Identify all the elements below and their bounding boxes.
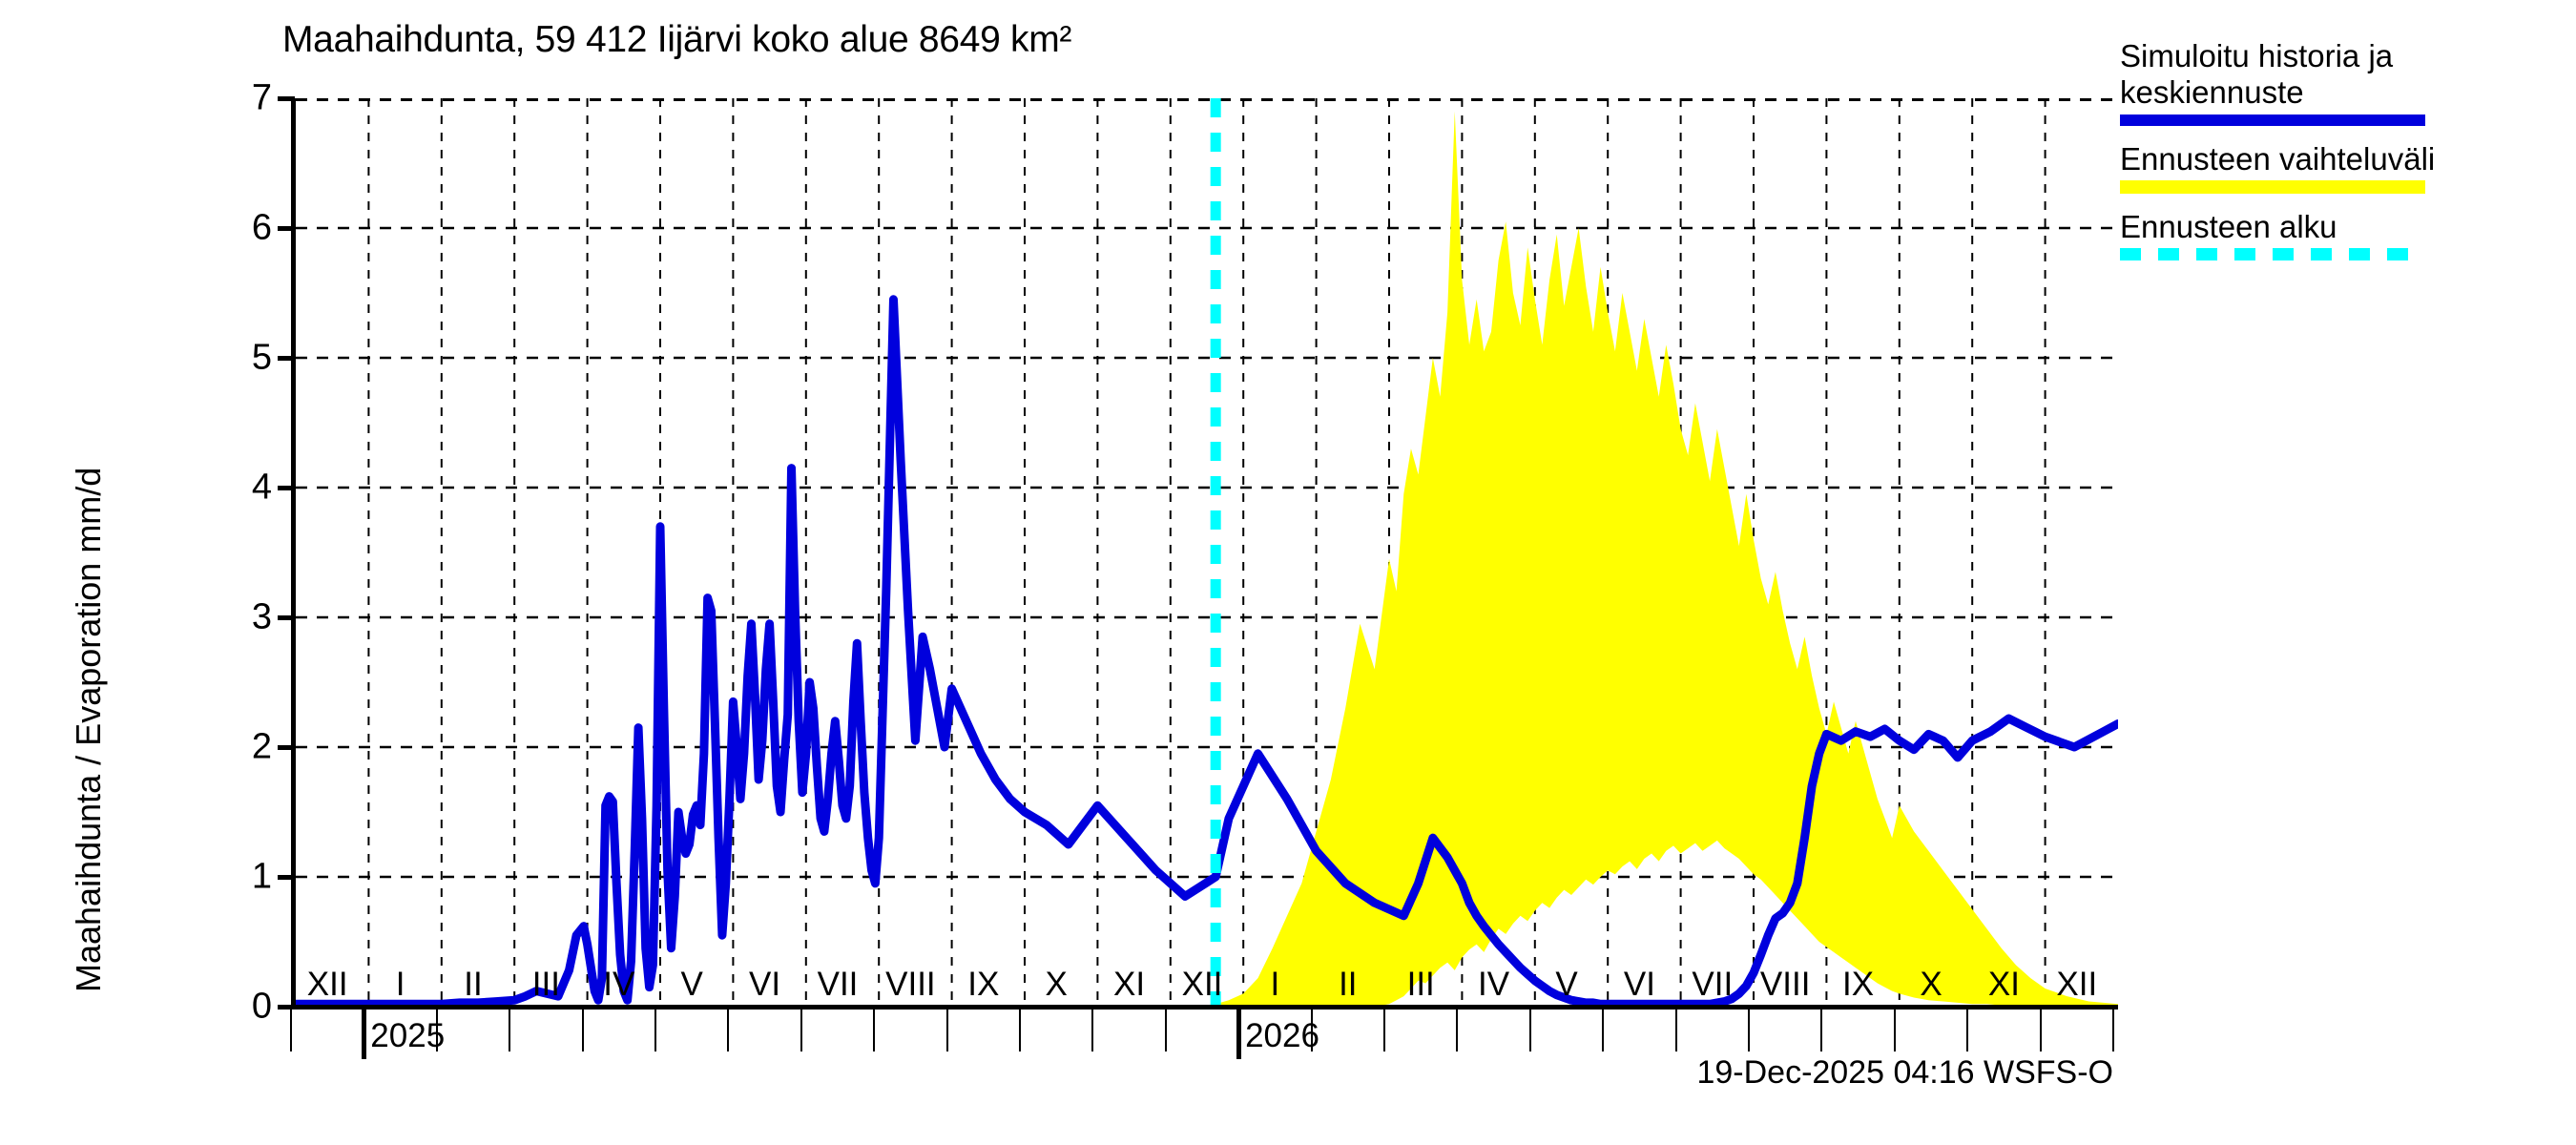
x-tick-separator bbox=[2112, 1010, 2114, 1051]
x-axis-line bbox=[291, 1005, 2118, 1010]
simulated-history-line bbox=[296, 295, 2118, 1007]
y-tick-label: 0 bbox=[251, 986, 272, 1027]
x-tick-label: III bbox=[531, 966, 560, 1003]
x-tick-separator bbox=[581, 1010, 584, 1051]
y-tick-mark bbox=[278, 356, 295, 361]
x-tick-label: VIII bbox=[885, 966, 936, 1003]
x-tick-label: V bbox=[1555, 966, 1578, 1003]
x-tick-label: XII bbox=[306, 966, 348, 1003]
page-title: Maahaihdunta, 59 412 Iijärvi koko alue 8… bbox=[282, 19, 1072, 60]
legend-swatch-forecast-start bbox=[2120, 248, 2425, 261]
y-tick-label: 3 bbox=[251, 596, 272, 637]
forecast-range-band bbox=[1215, 111, 2118, 1007]
x-tick-label: VI bbox=[1623, 966, 1655, 1003]
x-tick-separator bbox=[945, 1010, 948, 1051]
x-tick-label: VI bbox=[749, 966, 781, 1003]
y-axis-label-wrap: Maahaihdunta / Evaporation mm/d bbox=[0, 0, 108, 1050]
x-tick-label: XII bbox=[1181, 966, 1223, 1003]
x-tick-label: I bbox=[395, 966, 405, 1003]
legend-swatch-range bbox=[2120, 179, 2425, 194]
x-tick-separator bbox=[2039, 1010, 2042, 1051]
x-tick-separator bbox=[1164, 1010, 1167, 1051]
y-axis-ticks: 0 1 2 3 4 5 6 7 bbox=[205, 78, 295, 1027]
x-tick-label: IX bbox=[1842, 966, 1875, 1003]
y-axis-label: Maahaihdunta / Evaporation mm/d bbox=[69, 467, 108, 992]
x-tick-label: X bbox=[1045, 966, 1068, 1003]
x-tick-separator bbox=[1966, 1010, 1969, 1051]
legend-item-range: Ennusteen vaihteluväli bbox=[2120, 141, 2568, 194]
x-tick-separator bbox=[1310, 1010, 1313, 1051]
y-tick-label: 2 bbox=[251, 726, 272, 767]
x-tick-separator bbox=[654, 1010, 656, 1051]
x-tick-separator bbox=[1383, 1010, 1385, 1051]
x-tick-label: XII bbox=[2056, 966, 2098, 1003]
x-tick-label: X bbox=[1920, 966, 1942, 1003]
x-tick-separator bbox=[873, 1010, 876, 1051]
x-tick-separator bbox=[1528, 1010, 1531, 1051]
x-tick-label: IV bbox=[1478, 966, 1510, 1003]
legend-label-range: Ennusteen vaihteluväli bbox=[2120, 140, 2436, 177]
legend-label-history: Simuloitu historia ja keskiennuste bbox=[2120, 38, 2394, 111]
x-tick-separator bbox=[1456, 1010, 1459, 1051]
y-tick-label: 5 bbox=[251, 337, 272, 378]
x-tick-label: V bbox=[680, 966, 703, 1003]
x-tick-separator bbox=[1674, 1010, 1677, 1051]
legend-swatch-history bbox=[2120, 114, 2425, 126]
x-tick-label: II bbox=[464, 966, 483, 1003]
legend-label-forecast-start: Ennusteen alku bbox=[2120, 208, 2337, 244]
plot-area bbox=[291, 98, 2118, 1007]
y-tick-mark bbox=[278, 486, 295, 490]
plot-inner bbox=[296, 98, 2118, 1007]
y-tick-mark bbox=[278, 745, 295, 750]
x-tick-label: I bbox=[1270, 966, 1280, 1003]
y-tick-mark bbox=[278, 1005, 295, 1010]
x-tick-label: III bbox=[1406, 966, 1435, 1003]
chart-svg bbox=[296, 98, 2118, 1007]
x-axis-tick-row: XII I II III IV V VI VII VIII IX X XI XII I II III IV V VI… bbox=[290, 966, 2114, 1059]
x-tick-label: IV bbox=[603, 966, 635, 1003]
y-tick-mark bbox=[278, 226, 295, 231]
legend: Simuloitu historia ja keskiennuste Ennus… bbox=[2120, 38, 2568, 276]
x-tick-separator bbox=[1602, 1010, 1605, 1051]
x-tick-label: VII bbox=[1692, 966, 1734, 1003]
y-tick-label: 6 bbox=[251, 207, 272, 248]
y-tick-label: 1 bbox=[251, 856, 272, 897]
x-axis-year-label: 2026 bbox=[1245, 1017, 1319, 1054]
x-tick-separator bbox=[435, 1010, 438, 1051]
x-tick-label: VIII bbox=[1759, 966, 1811, 1003]
y-tick-mark bbox=[278, 615, 295, 620]
x-tick-separator bbox=[800, 1010, 802, 1051]
x-tick-separator bbox=[1748, 1010, 1750, 1051]
y-tick-mark bbox=[278, 875, 295, 880]
y-tick-label: 4 bbox=[251, 467, 272, 508]
x-tick-separator bbox=[290, 1010, 292, 1051]
x-tick-label: IX bbox=[967, 966, 1000, 1003]
footer-timestamp: 19-Dec-2025 04:16 WSFS-O bbox=[1696, 1054, 2113, 1091]
grid-major-horizontal bbox=[296, 98, 2118, 879]
y-tick-label: 7 bbox=[251, 77, 272, 118]
x-tick-label: II bbox=[1339, 966, 1358, 1003]
x-tick-label: VII bbox=[817, 966, 859, 1003]
legend-item-history: Simuloitu historia ja keskiennuste bbox=[2120, 38, 2568, 126]
x-axis-year-label: 2025 bbox=[370, 1017, 446, 1054]
x-tick-label: XI bbox=[1113, 966, 1146, 1003]
x-tick-separator bbox=[727, 1010, 730, 1051]
x-tick-separator bbox=[1893, 1010, 1896, 1051]
x-tick-separator bbox=[1091, 1010, 1094, 1051]
x-tick-separator bbox=[509, 1010, 511, 1051]
x-tick-separator bbox=[1820, 1010, 1823, 1051]
x-tick-separator bbox=[1019, 1010, 1021, 1051]
y-tick-mark bbox=[278, 96, 295, 101]
x-tick-label: XI bbox=[1987, 966, 2020, 1003]
x-axis-year-separator bbox=[1236, 1010, 1242, 1059]
legend-item-forecast-start: Ennusteen alku bbox=[2120, 208, 2568, 261]
x-axis-year-separator bbox=[362, 1010, 367, 1059]
